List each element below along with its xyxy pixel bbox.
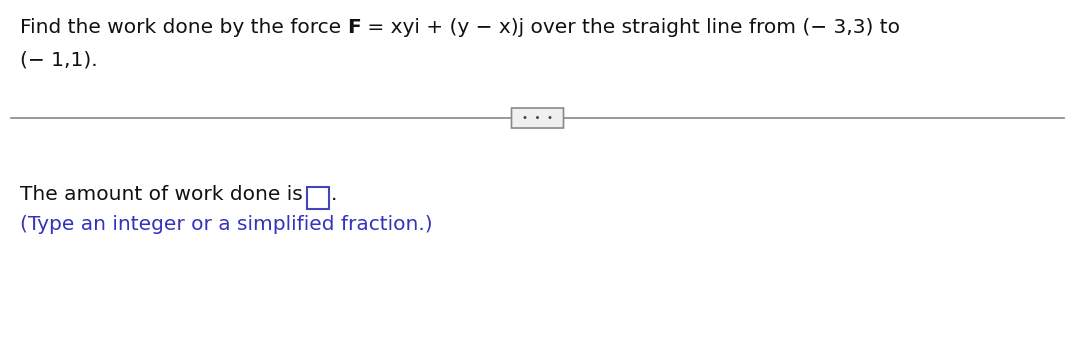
- Text: •  •  •: • • •: [522, 113, 553, 123]
- Text: F: F: [347, 18, 361, 37]
- Text: Find the work done by the force: Find the work done by the force: [20, 18, 347, 37]
- Text: (− 1,1).: (− 1,1).: [20, 50, 98, 69]
- Text: .: .: [331, 185, 338, 204]
- Text: The amount of work done is: The amount of work done is: [20, 185, 303, 204]
- FancyBboxPatch shape: [306, 187, 329, 209]
- Text: (Type an integer or a simplified fraction.): (Type an integer or a simplified fractio…: [20, 215, 432, 234]
- FancyBboxPatch shape: [512, 108, 563, 128]
- Text: = xyi + (y − x)j over the straight line from (− 3,3) to: = xyi + (y − x)j over the straight line …: [361, 18, 900, 37]
